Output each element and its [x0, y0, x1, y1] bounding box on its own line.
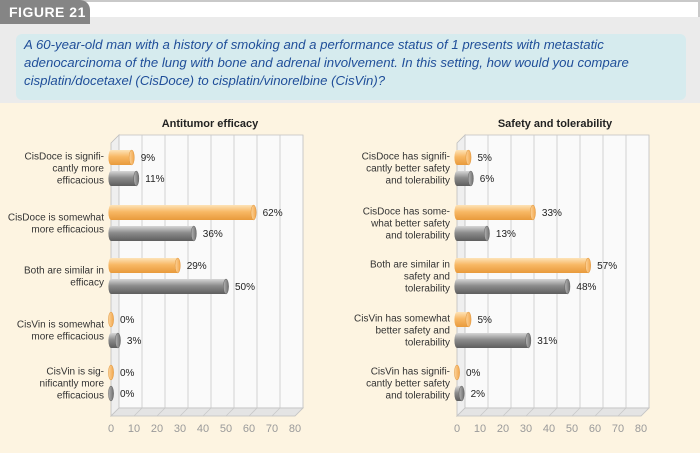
value-label: 5% [478, 153, 493, 164]
gridline-floor [479, 407, 489, 417]
figure-label: FIGURE 21 [0, 0, 90, 24]
bar-series-2 [454, 170, 474, 187]
tick-label: 50 [220, 423, 232, 435]
bar-series-2 [108, 278, 229, 295]
bar-series-1 [108, 257, 181, 274]
tick-label: 20 [497, 423, 509, 435]
bar-series-2 [108, 170, 140, 187]
charts-svg: Antitumor efficacy 0 10 20 30 40 50 60 70 80 CisD… [8, 118, 650, 435]
tick-label: 40 [197, 423, 209, 435]
value-label: 5% [478, 315, 493, 326]
question-box [16, 34, 686, 100]
value-label: 0% [120, 389, 135, 400]
value-label: 36% [203, 229, 223, 240]
category-label: CisDoce has some-what better safety and t… [363, 207, 450, 242]
tick-label: 60 [589, 423, 601, 435]
bar-series-2 [108, 225, 197, 242]
chart-title: Safety and tolerability [498, 118, 613, 130]
gridline-floor [110, 407, 120, 417]
category-label: CisDoce is somewhat more efficacious [8, 213, 104, 236]
chart-title: Antitumor efficacy [162, 118, 259, 130]
tick-label: 0 [108, 423, 114, 435]
value-label: 33% [542, 208, 562, 219]
gridline-floor [133, 407, 143, 417]
bar-series-2 [454, 332, 532, 349]
tick-label: 40 [543, 423, 555, 435]
category-label: CisDoce has signifi-cantly better safety… [362, 152, 450, 187]
gridline-floor [548, 407, 558, 417]
value-label: 50% [235, 282, 255, 293]
bar-series-1 [454, 364, 460, 381]
bar-series-1 [108, 364, 114, 381]
value-label: 2% [471, 389, 486, 400]
bar-series-2 [108, 332, 121, 349]
value-label: 62% [263, 208, 283, 219]
gridline-floor [202, 407, 212, 417]
category-label: Both are similar in safety and tolerabilit… [370, 260, 450, 295]
value-label: 31% [537, 336, 557, 347]
question-text: A 60-year-old man with a history of smok… [24, 37, 629, 88]
gridline-floor [617, 407, 627, 417]
value-label: 29% [187, 261, 207, 272]
value-label: 0% [120, 368, 135, 379]
category-label: Both are similar in efficacy [24, 266, 104, 289]
tick-label: 50 [566, 423, 578, 435]
value-label: 48% [576, 282, 596, 293]
value-label: 3% [127, 336, 142, 347]
tick-label: 0 [454, 423, 460, 435]
chart-safety-tolerability: Safety and tolerability 0 10 20 30 40 50 60 70 8… [354, 118, 650, 435]
bar-series-1 [454, 257, 591, 274]
tick-label: 10 [128, 423, 140, 435]
bar-series-1 [454, 149, 472, 166]
gridline-floor [594, 407, 604, 417]
category-label: CisVin has signifi-cantly better safety a… [366, 367, 450, 402]
value-label: 6% [480, 174, 495, 185]
gridline-floor [271, 407, 281, 417]
bar-series-1 [454, 311, 472, 328]
value-label: 13% [496, 229, 516, 240]
gridline-floor [156, 407, 166, 417]
bar-series-1 [108, 149, 135, 166]
bar-series-2 [454, 278, 571, 295]
gridline-floor [571, 407, 581, 417]
chart-antitumor-efficacy: Antitumor efficacy 0 10 20 30 40 50 60 70 80 CisD… [8, 118, 304, 435]
tick-label: 10 [474, 423, 486, 435]
category-label: CisDoce is signifi-cantly more efficaciou… [25, 152, 105, 187]
tick-label: 30 [174, 423, 186, 435]
tick-label: 30 [520, 423, 532, 435]
bar-series-2 [454, 225, 490, 242]
category-label: CisVin has somewhat better safety and tole… [354, 314, 450, 349]
gridline-floor [456, 407, 466, 417]
value-label: 11% [145, 174, 164, 185]
value-label: 57% [597, 261, 617, 272]
gridline-floor [525, 407, 535, 417]
tick-label: 80 [635, 423, 647, 435]
category-label: CisVin is sig-nificantly more efficacious [40, 367, 105, 402]
bar-series-1 [108, 204, 257, 221]
bar-series-1 [108, 311, 114, 328]
bar-series-1 [454, 204, 536, 221]
bar-series-2 [454, 385, 465, 402]
tick-label: 70 [612, 423, 624, 435]
bar-series-2 [108, 385, 114, 402]
gridline-floor [640, 407, 650, 417]
gridline-floor [248, 407, 258, 417]
value-label: 9% [141, 153, 156, 164]
plot-area [110, 134, 304, 417]
gridline-floor [294, 407, 304, 417]
tick-label: 80 [289, 423, 301, 435]
tick-label: 20 [151, 423, 163, 435]
value-label: 0% [120, 315, 135, 326]
gridline-floor [225, 407, 235, 417]
gridline-floor [502, 407, 512, 417]
value-label: 0% [466, 368, 481, 379]
gridline-floor [179, 407, 189, 417]
tick-label: 70 [266, 423, 278, 435]
tick-label: 60 [243, 423, 255, 435]
category-label: CisVin is somewhat more efficacious [17, 320, 104, 343]
